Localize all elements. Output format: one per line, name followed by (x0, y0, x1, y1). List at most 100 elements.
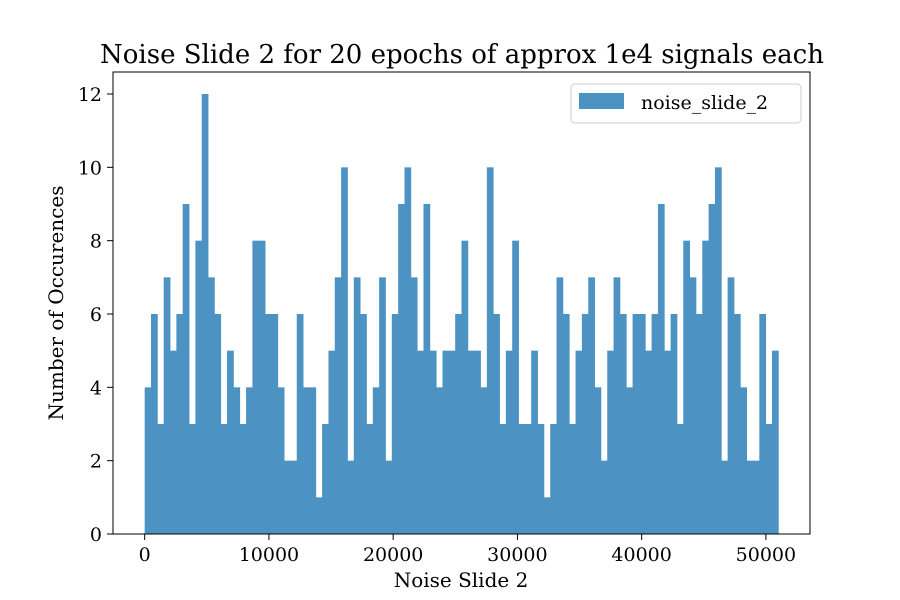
histogram-bar (404, 167, 412, 535)
y-tick-label: 8 (90, 231, 102, 253)
histogram-bar (721, 460, 729, 534)
histogram-bar (531, 350, 538, 534)
histogram-bar (277, 387, 285, 534)
histogram-bar (170, 350, 177, 534)
histogram-bar (759, 314, 767, 534)
histogram-bar (626, 387, 633, 534)
histogram-bar (746, 460, 754, 534)
histogram-bar (480, 387, 488, 534)
histogram-bar (619, 314, 627, 534)
histogram-bar (417, 350, 424, 534)
histogram-bar (543, 497, 551, 534)
histogram-bar (410, 277, 418, 534)
histogram-bar (423, 204, 431, 534)
histogram-bar (600, 460, 608, 534)
x-tick-label: 20000 (363, 544, 423, 566)
histogram-bar (328, 350, 336, 534)
histogram-bar (189, 424, 196, 534)
histogram-bar (284, 460, 291, 534)
histogram-bar (398, 204, 405, 534)
histogram-bar (341, 167, 348, 535)
histogram-bar (594, 387, 602, 534)
y-axis-label: Number of Occurences (44, 186, 68, 421)
histogram-bar (366, 424, 374, 534)
histogram-bar (233, 387, 241, 534)
histogram-bar (442, 350, 450, 534)
histogram-bar (182, 204, 190, 534)
histogram-bar (588, 277, 595, 534)
histogram-bar (670, 314, 678, 534)
histogram-bar (727, 277, 735, 534)
histogram-bar (201, 94, 209, 534)
histogram-bar (322, 424, 329, 534)
histogram-bar (265, 314, 272, 534)
histogram-bars (144, 94, 779, 535)
histogram-bar (664, 350, 671, 534)
histogram-bar (391, 314, 399, 534)
histogram-bar (632, 314, 640, 534)
histogram-bar (303, 387, 310, 534)
histogram-bar (714, 167, 722, 535)
y-axis-ticks: 0 2 4 6 8 10 12 (78, 84, 113, 546)
histogram-bar (239, 424, 247, 534)
histogram-bar (771, 350, 779, 534)
chart-title: Noise Slide 2 for 20 epochs of approx 1e… (100, 40, 824, 70)
histogram-bar (524, 424, 532, 534)
histogram-bar (683, 240, 691, 534)
histogram-bar (176, 314, 184, 534)
histogram-bar (765, 424, 773, 534)
y-tick-label: 10 (78, 157, 102, 179)
histogram-bar (372, 387, 380, 534)
histogram-bar (733, 314, 741, 534)
histogram-bar (448, 350, 456, 534)
y-tick-label: 2 (90, 451, 102, 473)
histogram-bar (575, 350, 583, 534)
histogram-bar (461, 240, 469, 534)
x-tick-label: 30000 (487, 544, 547, 566)
histogram-bar (252, 240, 260, 534)
histogram-bar (385, 460, 393, 534)
histogram-bar (613, 277, 621, 534)
histogram-bar (702, 240, 710, 534)
histogram-bar (581, 314, 589, 534)
histogram-bar (271, 314, 279, 534)
histogram-bar (505, 350, 513, 534)
histogram-bar (740, 387, 748, 534)
histogram-bar (379, 277, 386, 534)
y-tick-label: 6 (90, 304, 102, 326)
histogram-bar (676, 424, 684, 534)
histogram-bar (752, 460, 760, 534)
histogram-bar (695, 314, 703, 534)
histogram-bar (467, 350, 475, 534)
histogram-bar (455, 314, 462, 534)
histogram-bar (290, 460, 298, 534)
histogram-bar (436, 387, 443, 534)
legend-label: noise_slide_2 (641, 92, 768, 114)
histogram-bar (512, 240, 519, 534)
histogram-bar (347, 460, 355, 534)
legend: noise_slide_2 (570, 83, 802, 124)
x-tick-label: 50000 (736, 544, 796, 566)
histogram-bar (638, 314, 646, 534)
histogram-bar (227, 350, 234, 534)
histogram-bar (486, 167, 494, 535)
histogram-bar (562, 314, 570, 534)
x-axis-label: Noise Slide 2 (394, 568, 529, 592)
histogram-bar (309, 387, 317, 534)
histogram-bar (651, 314, 659, 534)
histogram-bar (163, 277, 171, 534)
y-tick-label: 4 (90, 377, 102, 399)
histogram-bar (537, 424, 545, 534)
histogram-bar (657, 204, 665, 534)
histogram-bar (334, 277, 342, 534)
histogram-bar (296, 314, 304, 534)
histogram-bar (569, 424, 576, 534)
histogram-bar (220, 424, 228, 534)
histogram-bar (258, 240, 266, 534)
histogram-bar (353, 277, 361, 534)
legend-box (570, 83, 802, 124)
histogram-bar (708, 204, 716, 534)
histogram-bar (151, 314, 158, 534)
x-tick-label: 0 (139, 544, 151, 566)
legend-swatch (579, 93, 624, 109)
